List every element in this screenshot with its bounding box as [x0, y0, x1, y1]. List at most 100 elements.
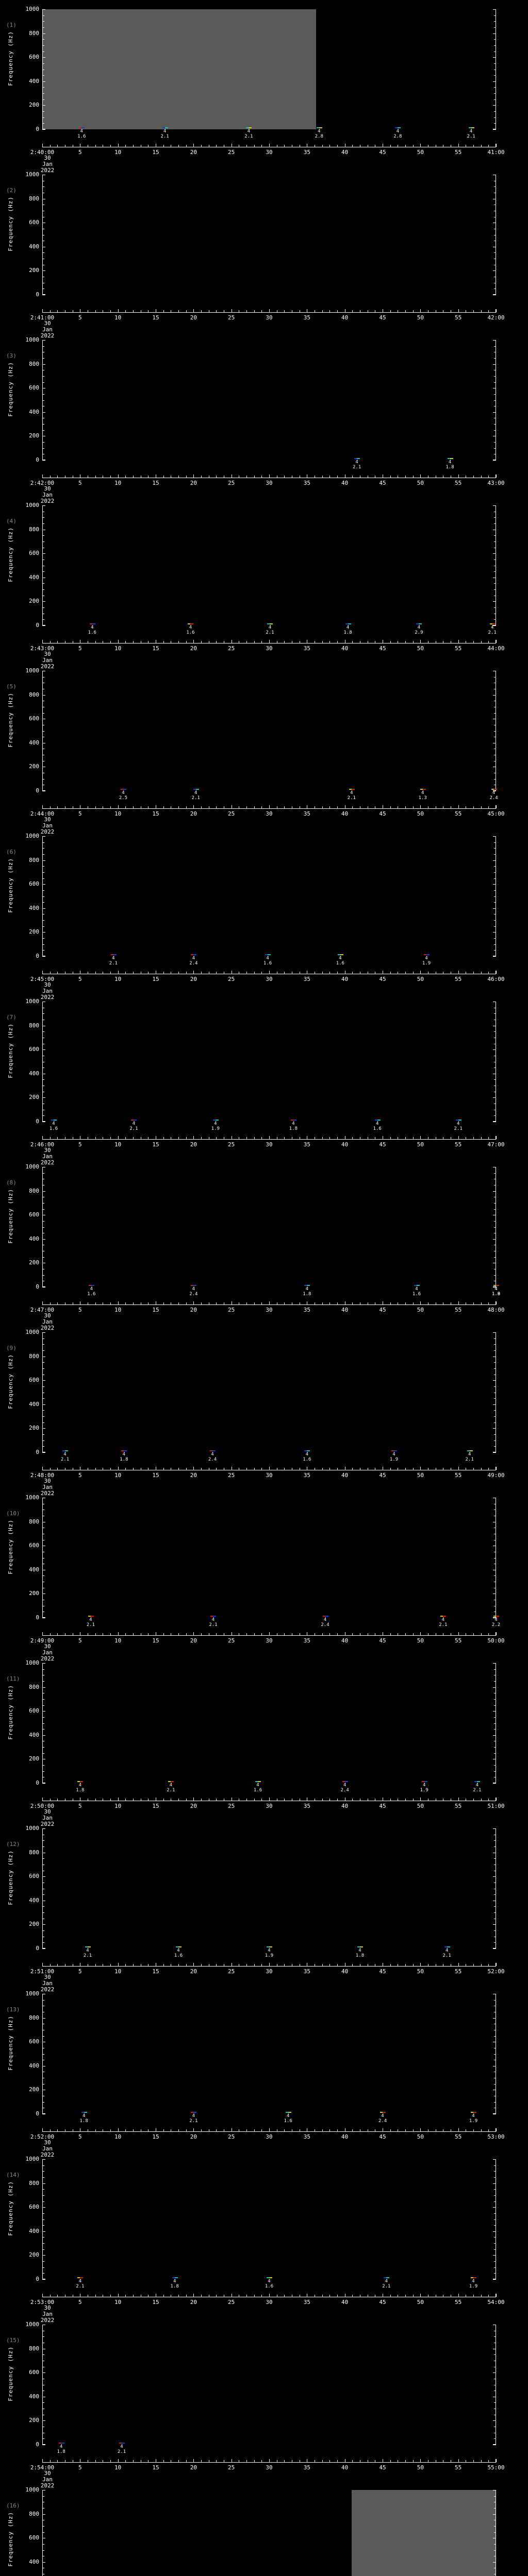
x-tick-minor [254, 1302, 255, 1304]
y-axis-title: Frequency (Hz) [7, 858, 14, 913]
event-phase-count: 4 [469, 129, 473, 134]
x-tick-label: 20 [190, 1637, 197, 1644]
x-tick-minor [284, 641, 285, 643]
y-tick-minor [42, 523, 44, 524]
y-tick-major [42, 1332, 45, 1333]
x-tick-minor [246, 806, 247, 808]
x-tick-label: 10 [114, 2464, 122, 2471]
x-tick-minor [473, 806, 474, 808]
event-magnitude: 1.9 [422, 961, 431, 966]
x-tick-major [193, 1963, 194, 1966]
x-tick-major [42, 1467, 43, 1470]
y-tick-minor [42, 346, 44, 347]
y-tick-minor-right [494, 1771, 496, 1772]
y-tick-major-right [493, 2372, 496, 2374]
x-tick-label: 30 [266, 1637, 273, 1644]
x-tick-minor [125, 2129, 126, 2131]
x-tick-minor [390, 476, 391, 478]
x-tick-minor [405, 806, 406, 808]
y-tick-label: 1000 [25, 2486, 40, 2493]
x-tick-label: 10 [114, 1472, 122, 1479]
y-tick-major [42, 412, 45, 413]
x-tick-minor [246, 476, 247, 478]
y-tick-minor-right [494, 1894, 496, 1895]
x-tick-major [193, 1798, 194, 1801]
x-tick-minor [352, 1137, 353, 1139]
x-tick-major [496, 309, 497, 312]
y-tick-label: 200 [29, 1590, 39, 1597]
x-tick-minor [488, 1799, 489, 1801]
y-tick-minor-right [494, 1398, 496, 1399]
event-magnitude: 2.1 [83, 1953, 92, 1958]
y-tick-minor-right [494, 926, 496, 927]
y-tick-label: 800 [29, 856, 39, 863]
y-tick-major-right [493, 57, 496, 58]
x-tick-minor [337, 476, 338, 478]
x-tick-label: 5 [78, 810, 82, 817]
x-tick-minor [178, 145, 179, 147]
x-tick-minor [329, 476, 331, 478]
y-tick-label: 600 [29, 1542, 39, 1549]
x-tick-label: 55 [455, 810, 462, 817]
x-tick-minor [186, 476, 187, 478]
y-tick-major [42, 505, 45, 506]
x-tick-minor [95, 972, 96, 974]
y-tick-minor-right [494, 1227, 496, 1228]
x-tick-label: 45 [379, 1968, 386, 1975]
x-tick-minor [254, 145, 255, 147]
x-axis-date-label: 30 [44, 2470, 51, 2477]
x-tick-minor [329, 1468, 331, 1470]
x-tick-minor [390, 2460, 391, 2462]
y-tick-minor-right [494, 2189, 496, 2190]
x-tick-minor [322, 1468, 323, 1470]
x-tick-minor [322, 145, 323, 147]
event-dash-icon [420, 789, 426, 790]
y-tick-major [42, 908, 45, 909]
x-tick-minor [390, 1468, 391, 1470]
y-tick-minor-right [494, 1410, 496, 1411]
x-tick-major [118, 1467, 119, 1470]
x-tick-major [496, 2459, 497, 2462]
x-tick-minor [110, 145, 111, 147]
y-tick-label: 600 [29, 2038, 39, 2045]
event-label: 4 2.4 [182, 956, 205, 966]
y-tick-label: 600 [29, 384, 39, 392]
x-tick-label: 40 [341, 2299, 349, 2306]
y-tick-major-right [493, 1663, 496, 1664]
event-phase-count: 4 [318, 129, 321, 134]
event-phase-count: 4 [422, 1783, 426, 1788]
x-tick-minor [488, 806, 489, 808]
y-tick-minor [42, 2496, 44, 2497]
y-tick-minor-right [494, 854, 496, 855]
x-axis-line [42, 2459, 496, 2463]
x-tick-minor [216, 1137, 217, 1139]
x-tick-minor [95, 2460, 96, 2462]
y-tick-minor [42, 1699, 44, 1700]
x-axis-date-label: 30 [44, 2304, 51, 2311]
event-label: 4 1.8 [50, 2444, 73, 2454]
x-tick-minor [246, 1799, 247, 1801]
event-label: 4 2.5 [112, 790, 135, 801]
x-tick-minor [201, 1468, 202, 1470]
event-dash-icon [322, 1616, 328, 1617]
x-tick-major [193, 1632, 194, 1635]
y-tick-label: 600 [29, 715, 39, 722]
x-tick-label: 25 [228, 2464, 235, 2471]
x-tick-minor [481, 641, 482, 643]
y-tick-minor-right [494, 583, 496, 584]
x-tick-major [42, 1632, 43, 1635]
event-magnitude: 1.6 [284, 2119, 292, 2124]
x-tick-minor [178, 806, 179, 808]
x-tick-minor [201, 1964, 202, 1966]
y-tick-major-right [493, 2279, 496, 2280]
event-phase-count: 4 [112, 956, 115, 961]
x-tick-minor [125, 1799, 126, 1801]
x-axis-date-label: 2022 [40, 2151, 55, 2158]
x-tick-major [42, 309, 43, 312]
y-tick-major [42, 460, 45, 461]
x-tick-minor [95, 2129, 96, 2131]
x-tick-major [193, 805, 194, 808]
event-phase-count: 4 [122, 790, 125, 795]
x-tick-minor [133, 145, 134, 147]
y-tick-minor [42, 111, 44, 112]
